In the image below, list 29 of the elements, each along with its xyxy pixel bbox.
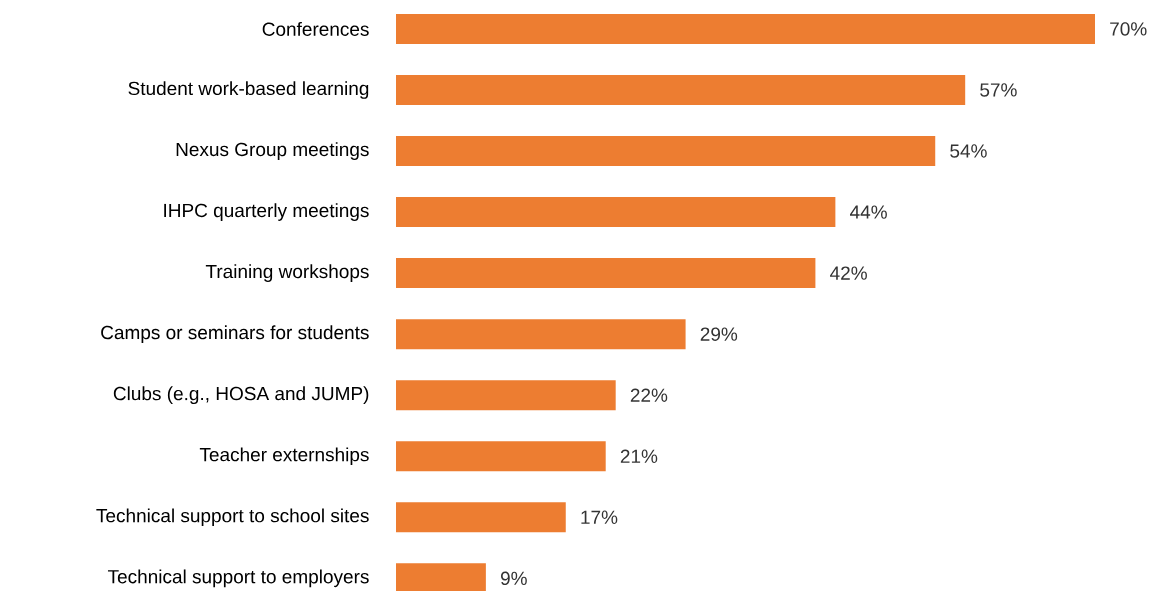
data-label: 54% xyxy=(950,144,987,158)
data-label: 22% xyxy=(630,388,668,402)
data-label: 29% xyxy=(700,327,738,341)
y-tick-label: Conferences xyxy=(262,22,369,36)
bar xyxy=(396,197,836,228)
data-label: 42% xyxy=(830,266,867,280)
data-label: 17% xyxy=(581,510,618,524)
y-tick-label: Clubs (e.g., HOSA and JUMP) xyxy=(113,386,369,405)
y-tick-label: Nexus Group meetings xyxy=(176,142,369,160)
bar xyxy=(396,258,816,289)
y-tick-label: Technical support to employers xyxy=(107,569,369,588)
y-tick-label: Teacher externships xyxy=(199,447,369,466)
data-label: 21% xyxy=(620,449,658,463)
bar xyxy=(396,75,966,105)
data-label: 57% xyxy=(980,83,1017,97)
bar xyxy=(396,441,606,472)
bar xyxy=(396,502,566,533)
data-label: 70% xyxy=(1110,22,1147,36)
bar xyxy=(396,136,936,167)
bar xyxy=(396,13,1095,44)
y-tick-label: Camps or seminars for students xyxy=(101,325,369,343)
data-label: 9% xyxy=(500,571,527,586)
data-label: 44% xyxy=(850,205,887,219)
y-tick-label: IHPC quarterly meetings xyxy=(164,203,369,221)
y-tick-label: Student work-based learning xyxy=(128,81,369,99)
bar xyxy=(396,380,616,411)
bar xyxy=(396,319,686,350)
y-tick-label: Technical support to school sites xyxy=(96,508,369,527)
y-tick-label: Training workshops xyxy=(205,264,369,282)
